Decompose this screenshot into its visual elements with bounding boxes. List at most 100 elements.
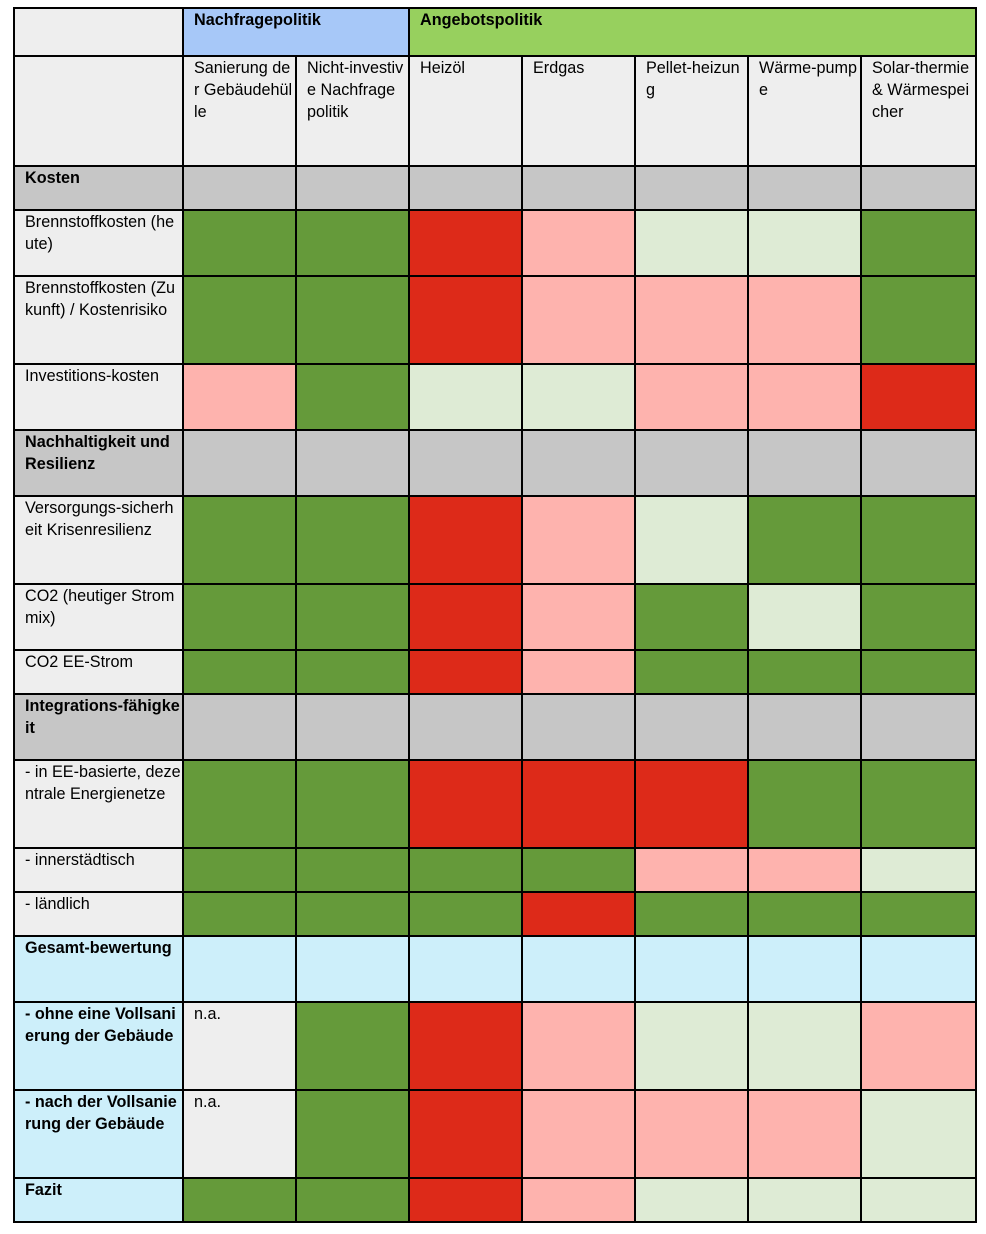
- rating-cell: [859, 583, 978, 651]
- rating-cell: [859, 1001, 978, 1091]
- row-label: Kosten: [13, 165, 184, 211]
- rating-cell: [182, 693, 297, 761]
- table-row: - ländlich: [13, 891, 978, 937]
- row-label: Brennstoffkosten (Zukunft) / Kostenrisik…: [13, 275, 184, 365]
- rating-cell: [634, 935, 749, 1003]
- rating-cell: [634, 891, 749, 937]
- rating-cell: [747, 693, 862, 761]
- rating-cell: [859, 1177, 978, 1223]
- rating-cell: [182, 759, 297, 849]
- rating-cell: [634, 363, 749, 431]
- rating-cell: [521, 891, 636, 937]
- rating-cell: [747, 209, 862, 277]
- rating-cell: [521, 759, 636, 849]
- group-header-supply: Angebotspolitik: [407, 7, 978, 57]
- rating-cell: [521, 275, 636, 365]
- rating-cell: [859, 165, 978, 211]
- rating-cell: [747, 1089, 862, 1179]
- rating-cell: [859, 275, 978, 365]
- rating-cell: [521, 935, 636, 1003]
- rating-cell: [408, 495, 523, 585]
- rating-cell: [521, 429, 636, 497]
- rating-cell: [408, 649, 523, 695]
- rating-cell: [747, 891, 862, 937]
- column-header: Nicht-investive Nachfrage politik: [295, 55, 410, 167]
- rating-cell: [634, 693, 749, 761]
- rating-cell: [182, 935, 297, 1003]
- rating-cell: [408, 363, 523, 431]
- rating-cell: [295, 935, 410, 1003]
- rating-cell: [408, 583, 523, 651]
- rating-cell: [408, 165, 523, 211]
- group-header-demand: Nachfragepolitik: [182, 7, 410, 57]
- table-row: Investitions-kosten: [13, 363, 978, 431]
- row-label: - ländlich: [13, 891, 184, 937]
- column-header: Wärme-pumpe: [747, 55, 862, 167]
- rating-cell: [634, 759, 749, 849]
- rating-cell: [295, 429, 410, 497]
- rating-cell: [634, 847, 749, 893]
- rating-cell: [859, 495, 978, 585]
- row-label: Integrations-fähigkeit: [13, 693, 184, 761]
- table-row: - innerstädtisch: [13, 847, 978, 893]
- table-row: Kosten: [13, 165, 978, 211]
- rating-cell: [408, 935, 523, 1003]
- table-row: Brennstoffkosten (heute): [13, 209, 978, 277]
- rating-cell: [295, 209, 410, 277]
- rating-cell: [634, 165, 749, 211]
- rating-cell: [408, 1177, 523, 1223]
- rating-cell: [634, 649, 749, 695]
- rating-cell: [521, 1001, 636, 1091]
- rating-cell: [295, 583, 410, 651]
- rating-cell: [521, 1089, 636, 1179]
- row-label: - in EE-basierte, dezentrale Energienetz…: [13, 759, 184, 849]
- rating-cell: [182, 847, 297, 893]
- rating-cell: [634, 495, 749, 585]
- rating-cell: [859, 649, 978, 695]
- rating-cell: [295, 1177, 410, 1223]
- rating-cell: [182, 363, 297, 431]
- rating-cell: n.a.: [182, 1001, 297, 1091]
- rating-cell: [182, 1177, 297, 1223]
- table-row: Fazit: [13, 1177, 978, 1223]
- row-label: CO2 EE-Strom: [13, 649, 184, 695]
- rating-cell: [521, 209, 636, 277]
- row-label: Versorgungs-sicherheit Krisenresilienz: [13, 495, 184, 585]
- rating-cell: [182, 891, 297, 937]
- rating-cell: [747, 495, 862, 585]
- row-label: - nach der Vollsanierung der Gebäude: [13, 1089, 184, 1179]
- row-label: Brennstoffkosten (heute): [13, 209, 184, 277]
- table-row: Versorgungs-sicherheit Krisenresilienz: [13, 495, 978, 585]
- rating-cell: [747, 1001, 862, 1091]
- row-label: Investitions-kosten: [13, 363, 184, 431]
- row-label: - innerstädtisch: [13, 847, 184, 893]
- rating-cell: [521, 583, 636, 651]
- column-header: Solar-thermie & Wärmespeicher: [859, 55, 978, 167]
- rating-cell: [859, 429, 978, 497]
- rating-cell: [295, 1001, 410, 1091]
- rating-cell: [521, 649, 636, 695]
- rating-cell: [408, 759, 523, 849]
- rating-cell: [295, 649, 410, 695]
- rating-cell: [295, 693, 410, 761]
- rating-cell: [859, 1089, 978, 1179]
- rating-cell: [182, 275, 297, 365]
- rating-cell: [295, 891, 410, 937]
- rating-cell: [408, 1089, 523, 1179]
- rating-cell: [521, 847, 636, 893]
- rating-cell: [295, 847, 410, 893]
- rating-cell: [859, 935, 978, 1003]
- row-label: - ohne eine Vollsanierung der Gebäude: [13, 1001, 184, 1091]
- rating-cell: [747, 165, 862, 211]
- corner-cell: [13, 7, 184, 57]
- table-row: CO2 EE-Strom: [13, 649, 978, 695]
- column-header: Sanierung der Gebäudehülle: [182, 55, 297, 167]
- rating-cell: [521, 1177, 636, 1223]
- rating-cell: [182, 649, 297, 695]
- assessment-table: Nachfragepolitik Angebotspolitik Sanieru…: [13, 7, 978, 1223]
- rating-cell: [182, 495, 297, 585]
- row-label: Fazit: [13, 1177, 184, 1223]
- rating-cell: [408, 209, 523, 277]
- rating-cell: [182, 429, 297, 497]
- rating-cell: [859, 847, 978, 893]
